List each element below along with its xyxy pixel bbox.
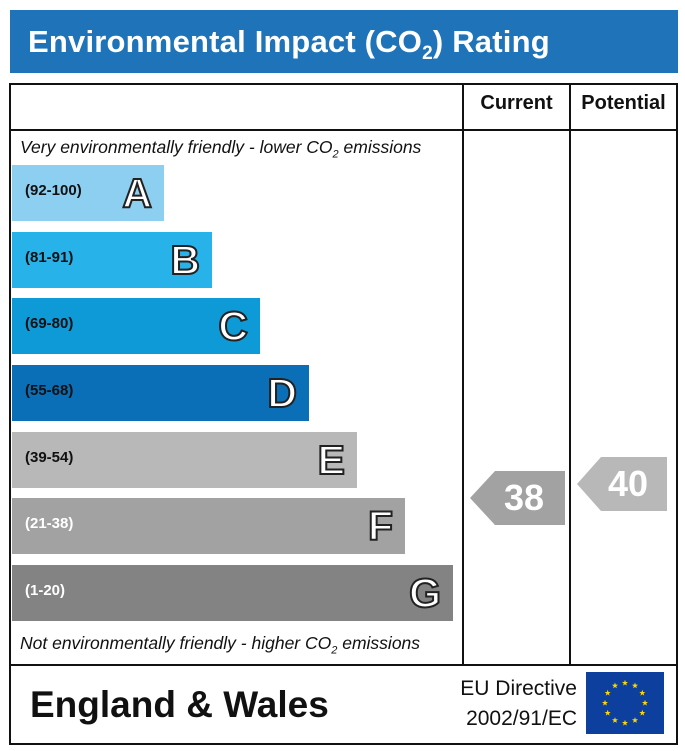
directive-label: EU Directive — [460, 677, 577, 700]
band-range-d: (55-68) — [25, 382, 74, 399]
band-letter-d: D — [266, 369, 298, 417]
band-letter-b: B — [169, 236, 201, 284]
eu-star — [611, 717, 619, 723]
band-letter-g: G — [408, 569, 442, 617]
band-range-b: (81-91) — [25, 249, 74, 266]
eu-star — [631, 717, 639, 723]
rating-band-f: (21-38) F — [12, 498, 405, 554]
header-row-divider — [9, 129, 678, 131]
band-letter-e: E — [317, 436, 346, 484]
rating-band-b: (81-91) B — [12, 232, 212, 288]
rating-band-d: (55-68) D — [12, 365, 309, 421]
band-range-a: (92-100) — [25, 182, 82, 199]
eu-star — [601, 699, 609, 706]
region-label: England & Wales — [30, 684, 329, 725]
eu-star — [604, 689, 611, 696]
band-range-e: (39-54) — [25, 449, 74, 466]
eu-star — [641, 699, 649, 706]
eu-flag-icon — [586, 672, 664, 734]
eu-star — [611, 682, 619, 689]
rating-band-c: (69-80) C — [12, 298, 260, 354]
current-column-header: Current — [480, 92, 553, 114]
footer-divider — [9, 664, 678, 666]
rating-header: Environmental Impact (CO2) Rating — [10, 10, 678, 73]
eu-star — [639, 709, 646, 716]
band-range-c: (69-80) — [25, 315, 74, 332]
eu-star — [621, 719, 629, 726]
current-rating-value: 38 — [504, 477, 544, 518]
directive-number: 2002/91/EC — [466, 707, 577, 730]
rating-band-a: (92-100) A — [12, 165, 164, 221]
band-letter-f: F — [367, 502, 394, 550]
bottom-note: Not environmentally friendly - higher CO… — [20, 633, 421, 657]
potential-rating-value: 40 — [608, 463, 648, 504]
eu-star — [631, 682, 639, 689]
eu-star — [604, 709, 611, 716]
eu-star — [639, 689, 646, 696]
band-letter-a: A — [121, 169, 153, 217]
rating-frame — [9, 83, 678, 745]
column-divider-potential — [569, 83, 571, 666]
band-range-f: (21-38) — [25, 515, 74, 532]
potential-column-header: Potential — [581, 92, 666, 114]
current-rating-arrow: 38 — [470, 471, 565, 525]
band-range-g: (1-20) — [25, 582, 66, 599]
chart-title: Environmental Impact (CO2) Rating — [28, 24, 550, 65]
top-note: Very environmentally friendly - lower CO… — [20, 137, 422, 161]
eu-star — [621, 679, 629, 686]
column-divider-current — [462, 83, 464, 666]
rating-band-e: (39-54) E — [12, 432, 357, 488]
potential-rating-arrow: 40 — [577, 457, 667, 512]
band-letter-c: C — [217, 302, 249, 350]
rating-band-g: (1-20) G — [12, 565, 453, 621]
